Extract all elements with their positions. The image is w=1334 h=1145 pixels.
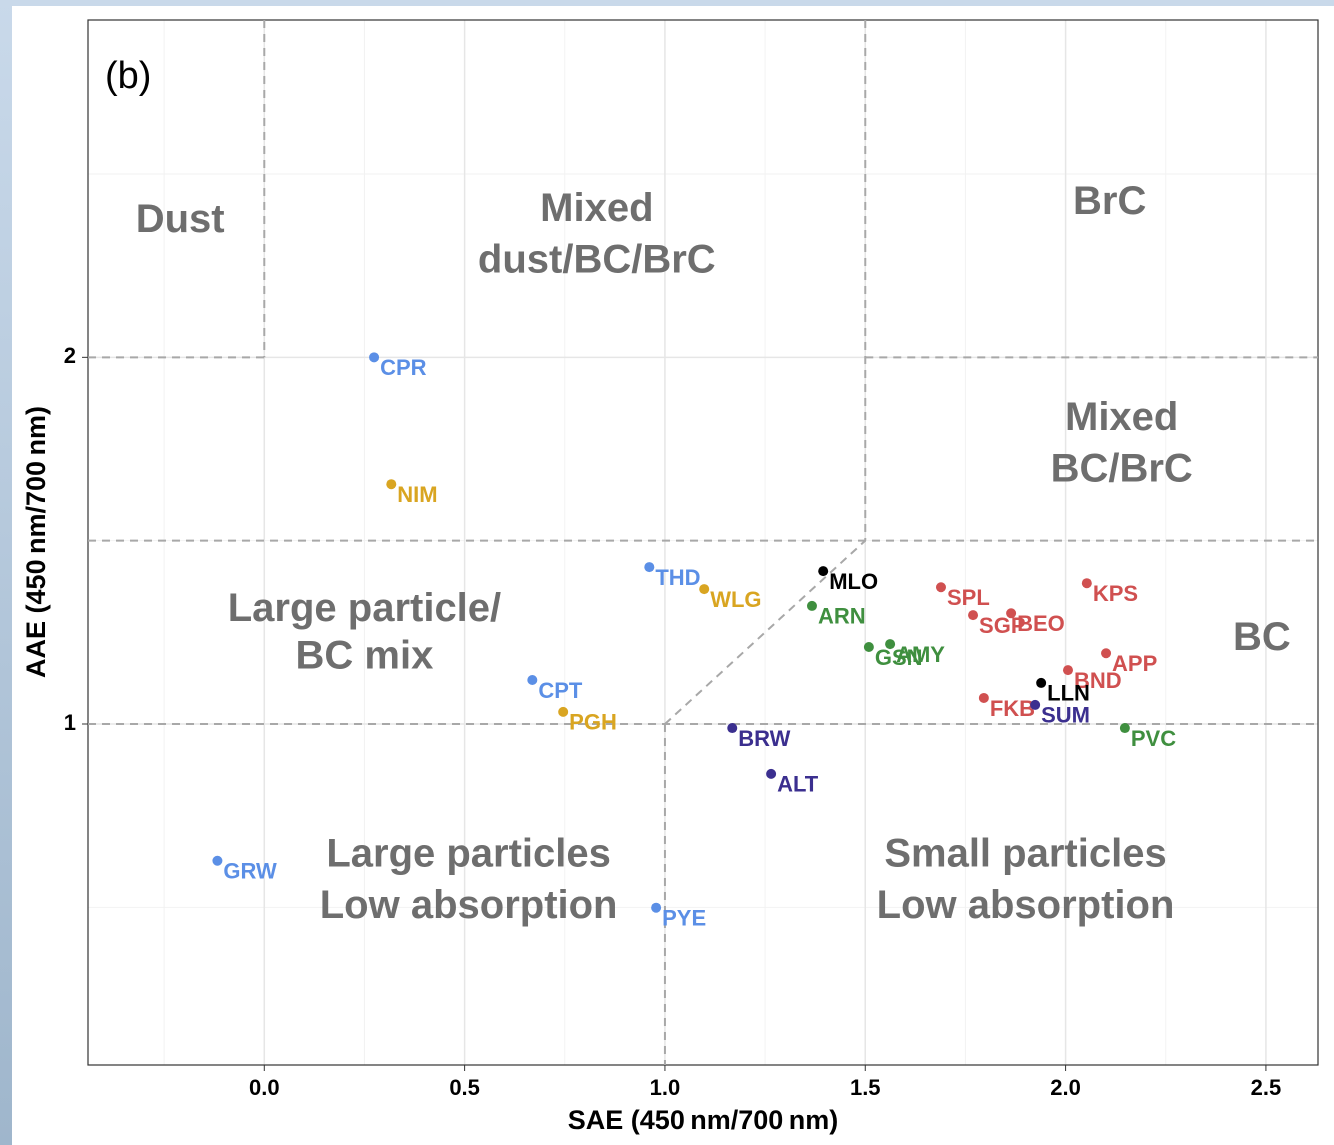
region-label: Small particles [884, 832, 1166, 876]
region-boundary [664, 539, 866, 725]
point-label: KPS [1093, 581, 1138, 606]
data-point [727, 723, 738, 734]
y-tick-label: 2 [64, 343, 76, 368]
grid [88, 20, 1318, 1065]
data-point [885, 639, 896, 650]
region-label: BC/BrC [1051, 447, 1193, 491]
data-point [212, 855, 223, 866]
region-label: Large particles [326, 832, 611, 876]
point-label: ARN [818, 604, 866, 629]
point-label: WLG [710, 587, 761, 612]
data-point [699, 584, 710, 595]
point-label: BND [1074, 668, 1122, 693]
data-point [1036, 677, 1047, 688]
point-label: APP [1112, 651, 1157, 676]
point-label: PGH [569, 710, 617, 735]
data-point [806, 600, 817, 611]
region-label: Low absorption [877, 883, 1175, 927]
point-label: AMY [896, 642, 945, 667]
data-point [1119, 723, 1130, 734]
point-label: THD [655, 565, 700, 590]
point-label: BEO [1017, 611, 1065, 636]
data-point [968, 610, 979, 621]
point-label: MLO [829, 569, 878, 594]
x-tick-label: 2.0 [1050, 1075, 1081, 1100]
y-axis-title: AAE (450 nm/700 nm) [21, 406, 51, 678]
region-label: Mixed [540, 186, 653, 230]
data-point [558, 706, 569, 717]
x-tick-label: 0.0 [249, 1075, 280, 1100]
data-point [386, 479, 397, 490]
point-label: PVC [1131, 726, 1176, 751]
data-point [651, 902, 662, 913]
data-point [644, 562, 655, 573]
point-label: GSN [875, 645, 923, 670]
region-label: Dust [136, 197, 225, 241]
region-label: Mixed [1065, 395, 1178, 439]
region-label: BrC [1073, 179, 1146, 223]
data-point [818, 566, 829, 577]
point-label: ALT [777, 772, 819, 797]
data-point [527, 675, 538, 685]
point-label: BRW [738, 726, 790, 751]
region-label: Low absorption [320, 883, 618, 927]
data-point [1062, 665, 1073, 676]
region-label: Large particle/ [228, 586, 501, 630]
data-point [935, 582, 946, 593]
point-label: CPR [380, 355, 427, 380]
point-label: SGP [979, 613, 1025, 638]
data-point [1030, 699, 1041, 710]
x-tick-label: 2.5 [1251, 1075, 1282, 1100]
data-point [1101, 648, 1112, 659]
data-point [1081, 578, 1092, 589]
plot-frame [87, 19, 1319, 1066]
point-label: SPL [947, 585, 990, 610]
point-label: GRW [223, 859, 277, 884]
region-label: BC mix [296, 634, 434, 678]
x-axis-title: SAE (450 nm/700 nm) [568, 1105, 838, 1135]
panel-tag: (b) [105, 55, 151, 97]
data-point [369, 352, 380, 363]
region-label: BC [1233, 615, 1291, 659]
x-tick-label: 0.5 [449, 1075, 480, 1100]
data-point [766, 768, 777, 779]
point-label: SUM [1041, 703, 1090, 728]
data-point [863, 642, 874, 652]
point-label: CPT [538, 678, 583, 703]
region-label: dust/BC/BrC [478, 238, 716, 282]
data-point [1006, 608, 1017, 619]
y-tick-label: 1 [64, 710, 76, 735]
point-label: LLN [1047, 681, 1090, 706]
point-label: FKB [990, 696, 1035, 721]
point-label: NIM [397, 482, 437, 507]
panel-background [12, 6, 1334, 1145]
x-tick-label: 1.5 [850, 1075, 881, 1100]
data-point [978, 692, 989, 703]
x-tick-label: 1.0 [650, 1075, 681, 1100]
point-label: PYE [662, 906, 706, 931]
